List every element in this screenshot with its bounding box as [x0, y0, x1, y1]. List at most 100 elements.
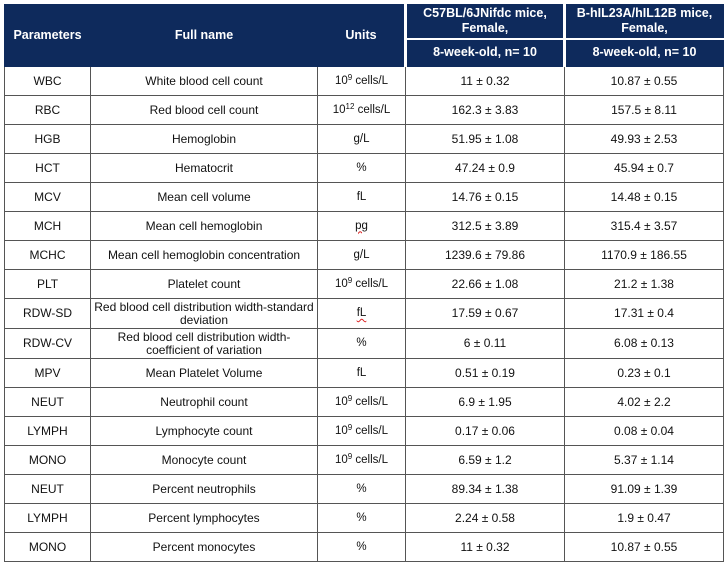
- full-name-cell: Platelet count: [90, 269, 318, 299]
- table-row: HCT Hematocrit% 47.24 ± 0.9 45.94 ± 0.7: [4, 153, 724, 183]
- group2-value-cell: 91.09 ± 1.39: [564, 474, 724, 504]
- unit-rest: cells/L: [352, 74, 389, 87]
- table-row: WBC White blood cell count 109 cells/L 11 ±…: [4, 66, 724, 96]
- full-name-cell: Red blood cell count: [90, 95, 318, 125]
- unit-base: 10: [334, 74, 348, 87]
- unit-base: 10: [334, 395, 348, 408]
- group1-value-cell: 47.24 ± 0.9: [405, 153, 565, 183]
- unit-text: g/L: [353, 248, 370, 261]
- units-cell: 109 cells/L: [317, 387, 406, 417]
- group1-value-cell: 6 ± 0.11: [405, 328, 565, 359]
- units-cell: 109 cells/L: [317, 66, 406, 96]
- full-name-cell: Lymphocyte count: [90, 416, 318, 446]
- group2-value-cell: 4.02 ± 2.2: [564, 387, 724, 417]
- group1-value-cell: 1239.6 ± 79.86: [405, 240, 565, 270]
- table-row: LYMPH Lymphocyte count 109 cells/L 0.17 ± 0…: [4, 416, 724, 446]
- table-row: MONO Percent monocytes% 11 ± 0.32 10.87 ± 0…: [4, 532, 724, 562]
- units-cell: 109 cells/L: [317, 445, 406, 475]
- group2-value-cell: 21.2 ± 1.38: [564, 269, 724, 299]
- full-name-cell: Mean cell hemoglobin concentration: [90, 240, 318, 270]
- group2-value-cell: 1.9 ± 0.47: [564, 503, 724, 533]
- unit-exponent: 9: [347, 275, 353, 285]
- parameter-cell: WBC: [4, 66, 91, 96]
- units-cell: fL: [317, 358, 406, 388]
- table-row: RBC Red blood cell count 1012 cells/L 162.3…: [4, 95, 724, 125]
- units-cell: fL: [317, 182, 406, 212]
- group2-value-cell: 14.48 ± 0.15: [564, 182, 724, 212]
- unit-exponent: 9: [347, 451, 353, 461]
- group2-value-cell: 0.23 ± 0.1: [564, 358, 724, 388]
- units-cell: %: [317, 474, 406, 504]
- group1-value-cell: 89.34 ± 1.38: [405, 474, 565, 504]
- group1-value-cell: 11 ± 0.32: [405, 532, 565, 562]
- group2-value-cell: 17.31 ± 0.4: [564, 298, 724, 329]
- table-row: MCHC Mean cell hemoglobin concentration g/…: [4, 240, 724, 270]
- group1-value-cell: 14.76 ± 0.15: [405, 182, 565, 212]
- units-cell: %: [317, 153, 406, 183]
- group2-value-cell: 5.37 ± 1.14: [564, 445, 724, 475]
- group1-value-cell: 51.95 ± 1.08: [405, 124, 565, 154]
- header-units: Units: [317, 4, 406, 67]
- header-group1-sub: 8-week-old, n= 10: [404, 37, 565, 67]
- table-row: NEUT Neutrophil count 109 cells/L 6.9 ± 1.9…: [4, 387, 724, 417]
- table-body: WBC White blood cell count 109 cells/L 11 ±…: [4, 66, 724, 562]
- header-group1-title: C57BL/6JNifdc mice, Female,: [404, 4, 565, 39]
- group2-value-cell: 157.5 ± 8.11: [564, 95, 724, 125]
- units-cell: %: [317, 532, 406, 562]
- group1-value-cell: 11 ± 0.32: [405, 66, 565, 96]
- table-row: RDW-SD Red blood cell distribution width-…: [4, 298, 724, 329]
- units-cell: %: [317, 328, 406, 359]
- unit-rest: cells/L: [352, 424, 389, 437]
- unit-text: fL: [356, 307, 367, 319]
- parameter-cell: MCHC: [4, 240, 91, 270]
- group1-value-cell: 162.3 ± 3.83: [405, 95, 565, 125]
- group2-value-cell: 1170.9 ± 186.55: [564, 240, 724, 270]
- units-cell: 1012 cells/L: [317, 95, 406, 125]
- group2-value-cell: 10.87 ± 0.55: [564, 66, 724, 96]
- unit-base: 10: [334, 277, 348, 290]
- unit-rest: cells/L: [354, 103, 391, 116]
- group1-value-cell: 6.9 ± 1.95: [405, 387, 565, 417]
- parameter-cell: MCV: [4, 182, 91, 212]
- full-name-cell: Red blood cell distribution width-standa…: [90, 298, 318, 329]
- group2-value-cell: 10.87 ± 0.55: [564, 532, 724, 562]
- unit-text: pg: [355, 219, 368, 232]
- unit-rest: cells/L: [352, 277, 389, 290]
- table-row: NEUT Percent neutrophils% 89.34 ± 1.38 91.0…: [4, 474, 724, 504]
- full-name-cell: Hemoglobin: [90, 124, 318, 154]
- unit-exponent: 9: [347, 72, 353, 82]
- full-name-cell: Monocyte count: [90, 445, 318, 475]
- hematology-table: Parameters Full name Units C57BL/6JNifdc…: [4, 4, 724, 562]
- table-row: PLT Platelet count 109 cells/L 22.66 ± 1.08…: [4, 269, 724, 299]
- parameter-cell: MONO: [4, 532, 91, 562]
- full-name-cell: Hematocrit: [90, 153, 318, 183]
- parameter-cell: LYMPH: [4, 416, 91, 446]
- header-full-name: Full name: [90, 4, 318, 67]
- units-cell: g/L: [317, 124, 406, 154]
- table-row: MCV Mean cell volume fL 14.76 ± 0.15 14.48 ±…: [4, 182, 724, 212]
- unit-text: fL: [356, 190, 367, 203]
- parameter-cell: RDW-CV: [4, 328, 91, 359]
- group2-value-cell: 315.4 ± 3.57: [564, 211, 724, 241]
- parameter-cell: MPV: [4, 358, 91, 388]
- header-parameters: Parameters: [4, 4, 91, 67]
- parameter-cell: RDW-SD: [4, 298, 91, 329]
- units-cell: 109 cells/L: [317, 269, 406, 299]
- units-cell: 109 cells/L: [317, 416, 406, 446]
- group2-value-cell: 45.94 ± 0.7: [564, 153, 724, 183]
- parameter-cell: LYMPH: [4, 503, 91, 533]
- full-name-cell: Percent monocytes: [90, 532, 318, 562]
- full-name-cell: Neutrophil count: [90, 387, 318, 417]
- table-row: RDW-CV Red blood cell distribution width-…: [4, 328, 724, 359]
- parameter-cell: HGB: [4, 124, 91, 154]
- full-name-cell: Percent neutrophils: [90, 474, 318, 504]
- parameter-cell: RBC: [4, 95, 91, 125]
- group2-value-cell: 6.08 ± 0.13: [564, 328, 724, 359]
- unit-text: %: [356, 482, 367, 495]
- unit-exponent: 12: [345, 101, 355, 111]
- unit-rest: cells/L: [352, 395, 389, 408]
- unit-base: 10: [334, 453, 348, 466]
- parameter-cell: HCT: [4, 153, 91, 183]
- unit-base: 10: [332, 103, 346, 116]
- parameter-cell: NEUT: [4, 474, 91, 504]
